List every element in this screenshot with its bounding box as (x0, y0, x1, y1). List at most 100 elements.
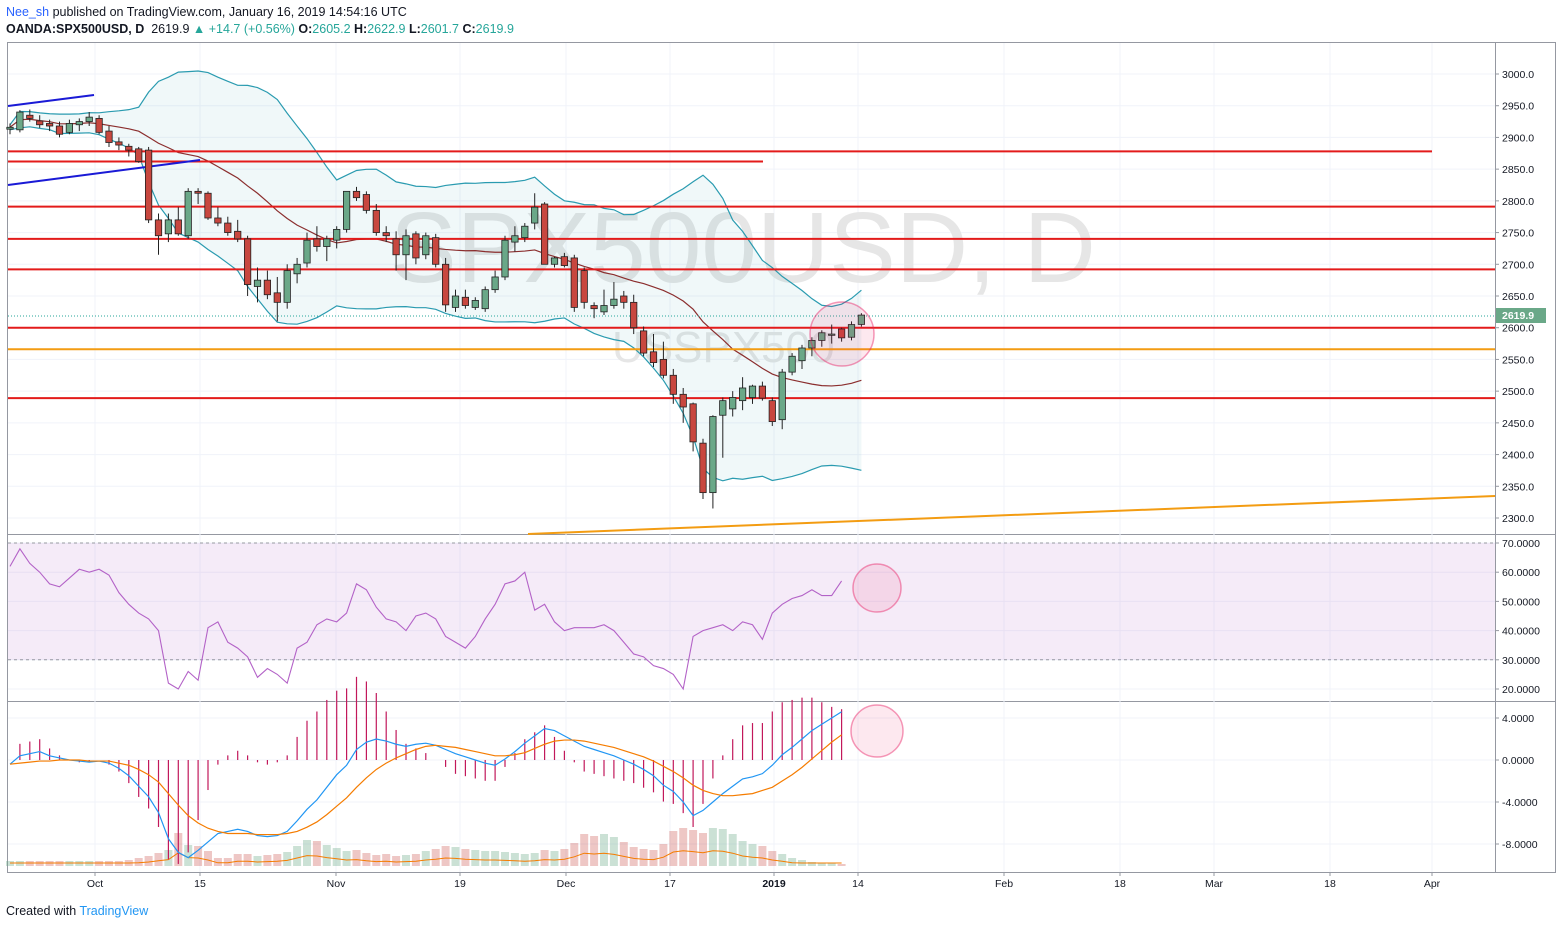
candle (491, 270, 499, 293)
rsi-tick-label: 60.0000 (1502, 567, 1540, 579)
candle-body (65, 123, 73, 133)
candle-body (441, 263, 450, 306)
candle-body (382, 232, 390, 237)
price-tick-label: 3000.0 (1502, 69, 1534, 81)
candle-body (630, 301, 638, 329)
open-value: 2605.2 (312, 22, 351, 36)
candle (303, 232, 311, 268)
volume-bar (411, 854, 420, 866)
candle (461, 289, 470, 309)
candle (144, 146, 153, 224)
time-tick-label: 15 (194, 878, 206, 890)
candle (26, 109, 34, 122)
candle-body (511, 235, 519, 243)
price-tick-label: 2950.0 (1502, 101, 1534, 113)
macd-tick-label: 4.0000 (1502, 713, 1534, 725)
candle-body (798, 347, 806, 362)
candle (649, 334, 658, 368)
price-highlight-circle[interactable] (809, 301, 875, 367)
support-trend-line[interactable] (527, 495, 1496, 535)
candle-body (669, 374, 677, 395)
volume-bar (273, 854, 282, 866)
last-price: 2619.9 (151, 22, 190, 36)
candle-body (729, 397, 737, 410)
candle-body (16, 111, 24, 131)
author-link[interactable]: Nee_sh (6, 5, 50, 19)
volume-bar (659, 844, 668, 866)
volume-bar (520, 854, 529, 866)
volume-bar (590, 836, 599, 866)
candle (342, 190, 351, 233)
candle-body (748, 385, 757, 398)
candle-body (214, 217, 222, 224)
price-axis[interactable]: 3000.0 2950.0 2900.0 2850.0 2800.0 2750.0 2700… (1495, 69, 1540, 851)
volume-bar (530, 853, 539, 866)
price-tick-label: 2450.0 (1502, 418, 1534, 430)
candle-body (95, 118, 103, 133)
candle-body (402, 235, 410, 256)
candle-body (541, 203, 549, 265)
candle-body (550, 257, 559, 265)
price-tick-label: 2350.0 (1502, 481, 1534, 493)
lower-channel-line[interactable] (7, 159, 201, 186)
last-price-tag-text: 2619.9 (1502, 310, 1534, 322)
candle-body (55, 125, 64, 135)
candle-body (808, 339, 816, 349)
high-label: H: (354, 22, 368, 36)
volume-bar (728, 834, 737, 866)
candle-body (352, 190, 361, 199)
change-value: ▲ +14.7 (+0.56%) (192, 22, 295, 36)
volume-bar (204, 851, 212, 866)
candle-body (838, 328, 846, 339)
candle (620, 290, 628, 309)
volume-bar (263, 855, 272, 866)
close-label: C: (462, 22, 476, 36)
volume-bar (184, 845, 193, 866)
candle-body (75, 121, 83, 126)
volume-bar (312, 841, 321, 866)
candle-body (857, 314, 866, 325)
volume-bar (807, 862, 816, 866)
candle-body (451, 295, 460, 308)
candle-body (6, 126, 14, 130)
time-tick-label: 17 (664, 878, 676, 890)
volume-bar (451, 847, 460, 866)
candle-body (491, 276, 499, 291)
candle-body (600, 305, 608, 313)
candle-body (640, 330, 648, 354)
candle (739, 377, 747, 411)
candle (788, 353, 796, 376)
candle-body (234, 230, 242, 240)
time-tick-label: Feb (995, 878, 1013, 890)
price-tick-label: 2850.0 (1502, 164, 1534, 176)
price-tick-label: 2900.0 (1502, 132, 1534, 144)
candle (501, 235, 509, 281)
candle (6, 123, 14, 135)
open-label: O: (298, 22, 313, 36)
candle-body (115, 141, 123, 146)
price-tick-label: 2300.0 (1502, 513, 1534, 525)
volume-bar (362, 853, 371, 866)
candle-body (412, 233, 420, 259)
tradingview-logo-link[interactable]: TradingView (79, 904, 149, 918)
candle-body (303, 239, 311, 264)
volume-bar (788, 858, 797, 866)
candle (392, 231, 400, 271)
candle (164, 213, 172, 243)
time-axis[interactable]: Oct 15 Nov 19 Dec 17 2019 14 Feb 18 Mar 18 Apr (87, 872, 1441, 890)
candle (253, 267, 262, 303)
rsi-highlight-circle[interactable] (852, 563, 902, 613)
candle-body (689, 403, 697, 443)
upper-channel-line[interactable] (7, 94, 95, 107)
price-tick-label: 2700.0 (1502, 259, 1534, 271)
volume-bar (570, 843, 579, 866)
volume-bar (223, 858, 232, 866)
volume-bar (332, 848, 341, 866)
symbol-name[interactable]: OANDA:SPX500USD, D (6, 22, 145, 36)
footer: Created with TradingView (6, 904, 148, 918)
volume-bar (827, 863, 836, 866)
candle (372, 204, 380, 236)
candle (323, 235, 331, 262)
macd-highlight-circle[interactable] (850, 704, 904, 758)
